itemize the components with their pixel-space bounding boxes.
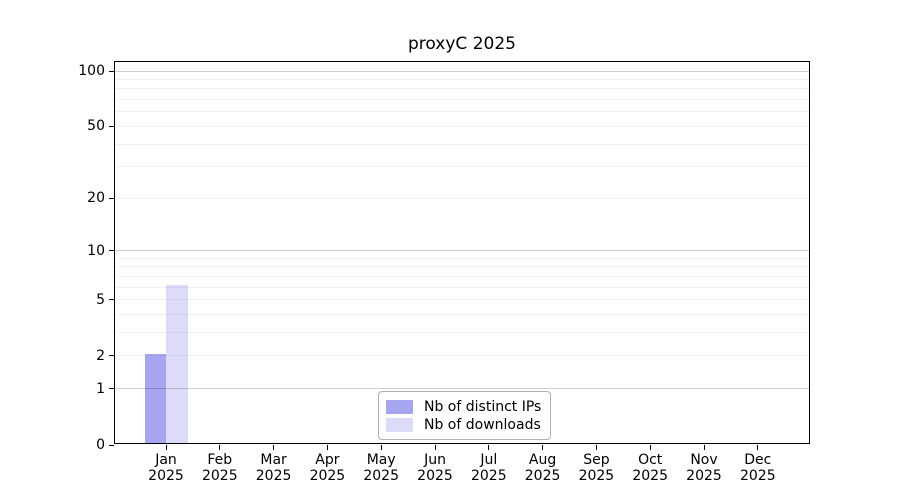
y-tick-label: 50: [87, 118, 105, 135]
y-tick-mark: [109, 388, 114, 390]
x-tick-mark: [219, 445, 221, 450]
y-gridline-minor: [115, 143, 809, 145]
y-tick-label: 0: [96, 437, 105, 453]
x-tick-mark: [757, 445, 759, 450]
bar-downloads: [166, 285, 188, 443]
chart-title: proxyC 2025: [408, 34, 516, 54]
x-tick-mark: [273, 445, 275, 450]
y-gridline-minor: [115, 286, 809, 288]
y-tick-mark: [109, 125, 114, 127]
legend-label-distinct-ips: Nb of distinct IPs: [424, 398, 542, 415]
y-tick-label: 5: [96, 291, 105, 308]
x-tick-mark: [434, 445, 436, 450]
y-tick-mark: [109, 299, 114, 301]
x-tick-mark: [703, 445, 705, 450]
bar-distinct-ips: [144, 354, 166, 443]
y-gridline-minor: [115, 197, 809, 199]
y-gridline-minor: [115, 111, 809, 113]
x-tick-mark: [488, 445, 490, 450]
y-gridline-major: [115, 388, 809, 390]
y-gridline-minor: [115, 166, 809, 168]
x-tick-label: Mar 2025: [255, 452, 292, 484]
y-gridline-major: [115, 70, 809, 72]
y-tick-mark: [109, 197, 114, 199]
legend: Nb of distinct IPs Nb of downloads: [378, 391, 552, 440]
y-gridline-minor: [115, 355, 809, 357]
y-gridline-major: [115, 250, 809, 252]
y-tick-mark: [109, 444, 114, 446]
y-gridline-minor: [115, 276, 809, 278]
y-tick-mark: [109, 355, 114, 357]
x-tick-label: Dec 2025: [739, 452, 776, 484]
x-tick-mark: [165, 445, 167, 450]
x-tick-mark: [542, 445, 544, 450]
y-tick-label: 1: [96, 380, 105, 397]
plot-area: 0 1 2 5 10 20 50 100 Jan 2025 Feb 2025 Mar 2025 Apr…: [78, 61, 810, 484]
x-tick-label: Oct 2025: [632, 452, 668, 484]
x-tick-label: Nov 2025: [686, 452, 722, 484]
legend-swatch-downloads: [386, 417, 413, 432]
y-gridline-minor: [115, 88, 809, 90]
y-tick-label: 2: [96, 347, 105, 364]
x-tick-mark: [595, 445, 597, 450]
y-gridline-minor: [115, 299, 809, 301]
y-gridline-minor: [115, 79, 809, 81]
x-tick-label: Jun 2025: [417, 452, 453, 484]
y-gridline-minor: [115, 99, 809, 101]
y-gridline-minor: [115, 266, 809, 268]
y-tick-label: 100: [78, 63, 105, 80]
legend-label-downloads: Nb of downloads: [424, 416, 541, 433]
x-tick-label: Apr 2025: [309, 452, 346, 484]
x-tick-label: Jan 2025: [148, 452, 184, 484]
y-gridline-minor: [115, 257, 809, 259]
legend-item-downloads: Nb of downloads: [386, 416, 541, 433]
y-tick-mark: [109, 70, 114, 72]
x-tick-label: Jul 2025: [470, 452, 507, 484]
legend-swatch-distinct-ips: [386, 399, 413, 414]
y-tick-label: 20: [87, 190, 105, 207]
y-tick-label: 10: [87, 242, 105, 259]
x-tick-mark: [380, 445, 382, 450]
y-gridline-minor: [115, 125, 809, 127]
x-tick-label: Aug 2025: [524, 452, 561, 484]
x-tick-mark: [326, 445, 328, 450]
x-tick-label: Sep 2025: [578, 452, 615, 484]
x-tick-label: May 2025: [363, 452, 399, 484]
y-gridline-minor: [115, 332, 809, 334]
y-tick-mark: [109, 250, 114, 252]
x-tick-label: Feb 2025: [201, 452, 238, 484]
legend-item-distinct-ips: Nb of distinct IPs: [386, 398, 541, 415]
y-gridline-minor: [115, 314, 809, 316]
x-tick-mark: [649, 445, 651, 450]
